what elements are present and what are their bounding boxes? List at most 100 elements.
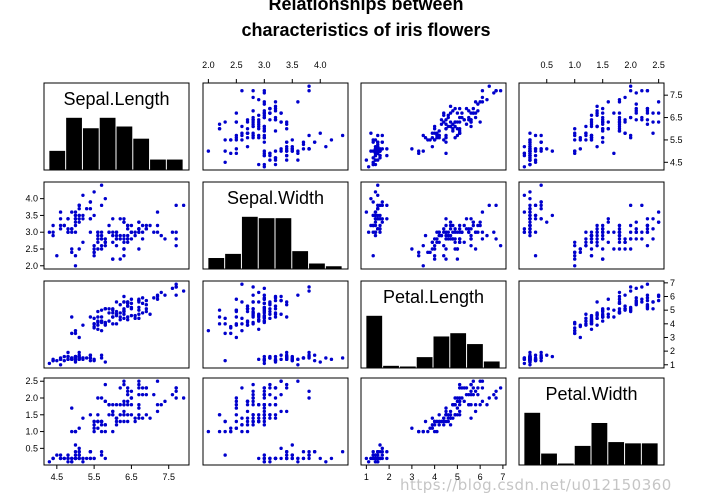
- histogram-bar: [82, 128, 99, 170]
- data-point: [47, 230, 52, 234]
- data-point: [437, 240, 441, 244]
- data-point: [448, 104, 453, 109]
- diagonal-label: Sepal.Width: [227, 188, 324, 208]
- data-point: [103, 196, 108, 201]
- data-point: [268, 111, 272, 115]
- data-point: [73, 217, 78, 221]
- data-point: [257, 97, 261, 102]
- data-point: [118, 386, 122, 390]
- data-point: [460, 396, 464, 400]
- data-point: [656, 293, 661, 297]
- data-point: [533, 153, 538, 158]
- data-point: [487, 203, 491, 208]
- data-point: [444, 118, 448, 122]
- data-point: [651, 227, 655, 231]
- data-point: [423, 233, 428, 238]
- data-point: [451, 109, 455, 113]
- data-point: [634, 227, 638, 231]
- data-point: [245, 127, 250, 131]
- data-point: [364, 158, 369, 162]
- data-point: [312, 140, 317, 144]
- data-point: [455, 120, 460, 124]
- data-point: [103, 360, 108, 364]
- data-point: [58, 357, 63, 362]
- data-point: [606, 100, 610, 104]
- data-point: [96, 240, 100, 244]
- panel-petal-length-vs-sepal-length: [43, 280, 190, 369]
- data-point: [122, 419, 126, 424]
- data-point: [206, 328, 211, 333]
- data-point: [385, 203, 389, 208]
- data-point: [125, 223, 130, 228]
- data-point: [617, 311, 622, 315]
- data-point: [268, 382, 272, 387]
- data-point: [318, 456, 322, 461]
- data-point: [573, 328, 577, 333]
- data-point: [268, 456, 272, 461]
- data-point: [273, 357, 278, 362]
- data-point: [170, 392, 175, 397]
- data-point: [257, 290, 261, 295]
- data-point: [148, 416, 152, 420]
- data-point: [545, 220, 549, 224]
- data-point: [240, 88, 244, 93]
- data-point: [589, 318, 594, 322]
- data-point: [296, 363, 300, 367]
- data-point: [573, 138, 577, 142]
- data-point: [307, 88, 311, 93]
- data-point: [58, 453, 63, 457]
- data-point: [578, 138, 583, 142]
- data-point: [446, 124, 450, 129]
- data-point: [133, 419, 137, 424]
- tick-label: 0.5: [540, 60, 553, 70]
- data-point: [307, 450, 311, 454]
- data-point: [430, 240, 435, 244]
- data-point: [55, 453, 59, 457]
- data-point: [324, 460, 328, 464]
- data-point: [99, 328, 104, 333]
- chart-title-line-2: characteristics of iris flowers: [241, 20, 491, 40]
- histogram-bar: [366, 315, 383, 368]
- data-point: [66, 453, 70, 457]
- data-point: [144, 227, 149, 231]
- data-point: [446, 113, 450, 118]
- data-point: [573, 326, 577, 330]
- data-point: [262, 140, 267, 144]
- data-point: [251, 320, 255, 325]
- data-point: [66, 230, 70, 234]
- data-point: [55, 254, 59, 258]
- data-point: [426, 250, 430, 255]
- data-point: [99, 453, 104, 457]
- histogram-bar: [133, 138, 150, 170]
- data-point: [378, 443, 382, 447]
- data-point: [444, 223, 448, 228]
- histogram-bar: [433, 336, 450, 368]
- data-point: [573, 320, 577, 325]
- tick-label: 5.5: [670, 135, 683, 145]
- data-point: [245, 423, 250, 427]
- data-point: [58, 227, 63, 231]
- histogram-bar: [99, 117, 116, 170]
- data-point: [494, 88, 498, 93]
- data-point: [369, 131, 373, 135]
- data-point: [268, 316, 272, 321]
- data-point: [268, 460, 272, 464]
- data-point: [645, 227, 650, 231]
- data-point: [229, 151, 233, 156]
- data-point: [600, 127, 605, 131]
- data-point: [223, 331, 227, 336]
- data-point: [77, 220, 81, 224]
- data-point: [268, 151, 272, 156]
- data-point: [417, 149, 421, 153]
- data-point: [528, 213, 532, 218]
- tick-label: 6: [478, 472, 483, 482]
- data-point: [262, 286, 267, 291]
- data-point: [99, 429, 104, 434]
- data-point: [262, 361, 267, 366]
- panel-sepal-width-vs-sepal-width: Sepal.Width: [202, 181, 349, 270]
- data-point: [448, 227, 453, 231]
- data-point: [442, 416, 446, 420]
- data-point: [51, 233, 55, 238]
- data-point: [92, 250, 96, 255]
